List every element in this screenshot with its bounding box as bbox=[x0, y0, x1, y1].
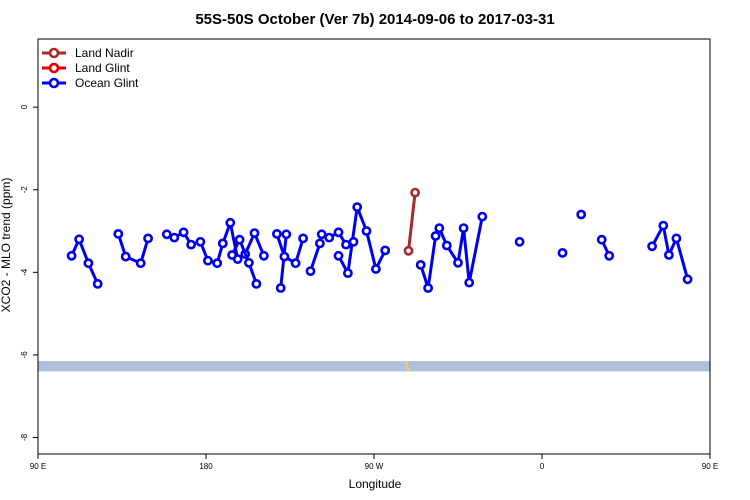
data-point bbox=[596, 234, 607, 245]
data-point bbox=[195, 236, 206, 247]
data-point bbox=[316, 229, 327, 240]
map-strip-land bbox=[404, 360, 411, 373]
data-point bbox=[120, 251, 131, 262]
data-point bbox=[258, 250, 269, 261]
data-point bbox=[83, 258, 94, 269]
data-point bbox=[441, 240, 452, 251]
data-point bbox=[348, 236, 359, 247]
data-point bbox=[251, 278, 262, 289]
data-point bbox=[415, 259, 426, 270]
legend-marker bbox=[48, 77, 60, 89]
data-point bbox=[557, 247, 568, 258]
data-point bbox=[333, 250, 344, 261]
data-point bbox=[514, 236, 525, 247]
data-point bbox=[430, 231, 441, 241]
data-point bbox=[464, 277, 475, 288]
data-point bbox=[361, 226, 372, 236]
x-tick-label: 90 W bbox=[365, 462, 384, 471]
data-point bbox=[234, 234, 245, 245]
data-point bbox=[66, 250, 77, 261]
y-tick-label: -6 bbox=[20, 351, 29, 359]
data-point bbox=[314, 238, 325, 249]
data-point bbox=[423, 283, 433, 293]
data-point bbox=[271, 228, 282, 239]
legend-label: Land Nadir bbox=[75, 46, 134, 60]
series-line bbox=[419, 216, 484, 290]
series-line bbox=[116, 233, 150, 265]
legend-label: Land Glint bbox=[75, 61, 130, 75]
data-point bbox=[576, 209, 587, 220]
data-point bbox=[202, 255, 213, 266]
y-tick-label: 0 bbox=[20, 104, 29, 109]
data-point bbox=[161, 229, 172, 240]
series-line bbox=[230, 238, 258, 285]
data-point bbox=[370, 264, 381, 274]
data-point bbox=[324, 232, 335, 243]
data-point bbox=[217, 238, 228, 249]
data-point bbox=[352, 202, 363, 212]
data-point bbox=[143, 233, 153, 244]
data-point bbox=[227, 250, 237, 260]
data-point bbox=[298, 233, 308, 244]
x-axis-label: Longitude bbox=[349, 477, 402, 491]
data-point bbox=[671, 233, 682, 244]
data-point bbox=[434, 223, 445, 233]
data-point bbox=[275, 283, 286, 293]
y-tick-label: -4 bbox=[20, 268, 29, 276]
data-point bbox=[113, 228, 124, 239]
data-point bbox=[74, 234, 84, 245]
data-point bbox=[279, 251, 290, 262]
series-line bbox=[70, 237, 100, 285]
legend-marker bbox=[48, 62, 60, 74]
data-point bbox=[225, 217, 236, 228]
data-point bbox=[178, 227, 189, 238]
series-line bbox=[407, 192, 417, 251]
data-point bbox=[92, 278, 103, 289]
series-land-nadir bbox=[403, 187, 420, 256]
data-point bbox=[342, 268, 353, 278]
x-tick-label: 90 E bbox=[702, 462, 718, 471]
legend-marker bbox=[48, 47, 60, 59]
data-point bbox=[186, 239, 196, 250]
data-point bbox=[380, 245, 391, 256]
data-point bbox=[647, 241, 657, 252]
x-tick-label: 180 bbox=[199, 462, 213, 471]
data-point bbox=[135, 258, 146, 269]
map-strip bbox=[38, 360, 710, 373]
plot-frame bbox=[37, 38, 711, 455]
series-group bbox=[66, 187, 693, 293]
data-point bbox=[333, 227, 344, 238]
data-point bbox=[477, 211, 488, 222]
x-tick-label: 0 bbox=[540, 462, 545, 471]
data-point bbox=[410, 187, 420, 198]
data-point bbox=[664, 250, 674, 260]
data-point bbox=[212, 258, 223, 269]
series-line bbox=[275, 233, 305, 265]
data-point bbox=[305, 266, 316, 276]
x-tick-label: 90 E bbox=[30, 462, 46, 471]
data-point bbox=[403, 245, 414, 256]
y-axis-label: XCO2 - MLO trend (ppm) bbox=[0, 178, 13, 313]
data-point bbox=[169, 232, 180, 243]
map-strip-ocean bbox=[38, 361, 710, 372]
y-tick-label: -2 bbox=[20, 186, 29, 194]
data-point bbox=[290, 258, 301, 269]
data-point bbox=[658, 220, 669, 231]
series-ocean-glint bbox=[66, 202, 693, 293]
data-point bbox=[604, 250, 615, 261]
data-point bbox=[243, 257, 254, 268]
data-point bbox=[281, 229, 292, 240]
axes: 90 E 180 90 W 0 90 E 0 -2 -4 -6 -8 bbox=[20, 104, 718, 471]
legend-label: Ocean Glint bbox=[75, 76, 139, 90]
data-point bbox=[341, 239, 351, 250]
data-point bbox=[249, 228, 260, 238]
data-point bbox=[682, 274, 693, 285]
chart-title: 55S-50S October (Ver 7b) 2014-09-06 to 2… bbox=[195, 11, 554, 28]
data-point bbox=[458, 223, 469, 233]
y-tick-label: -8 bbox=[20, 433, 29, 441]
data-point bbox=[453, 257, 463, 268]
